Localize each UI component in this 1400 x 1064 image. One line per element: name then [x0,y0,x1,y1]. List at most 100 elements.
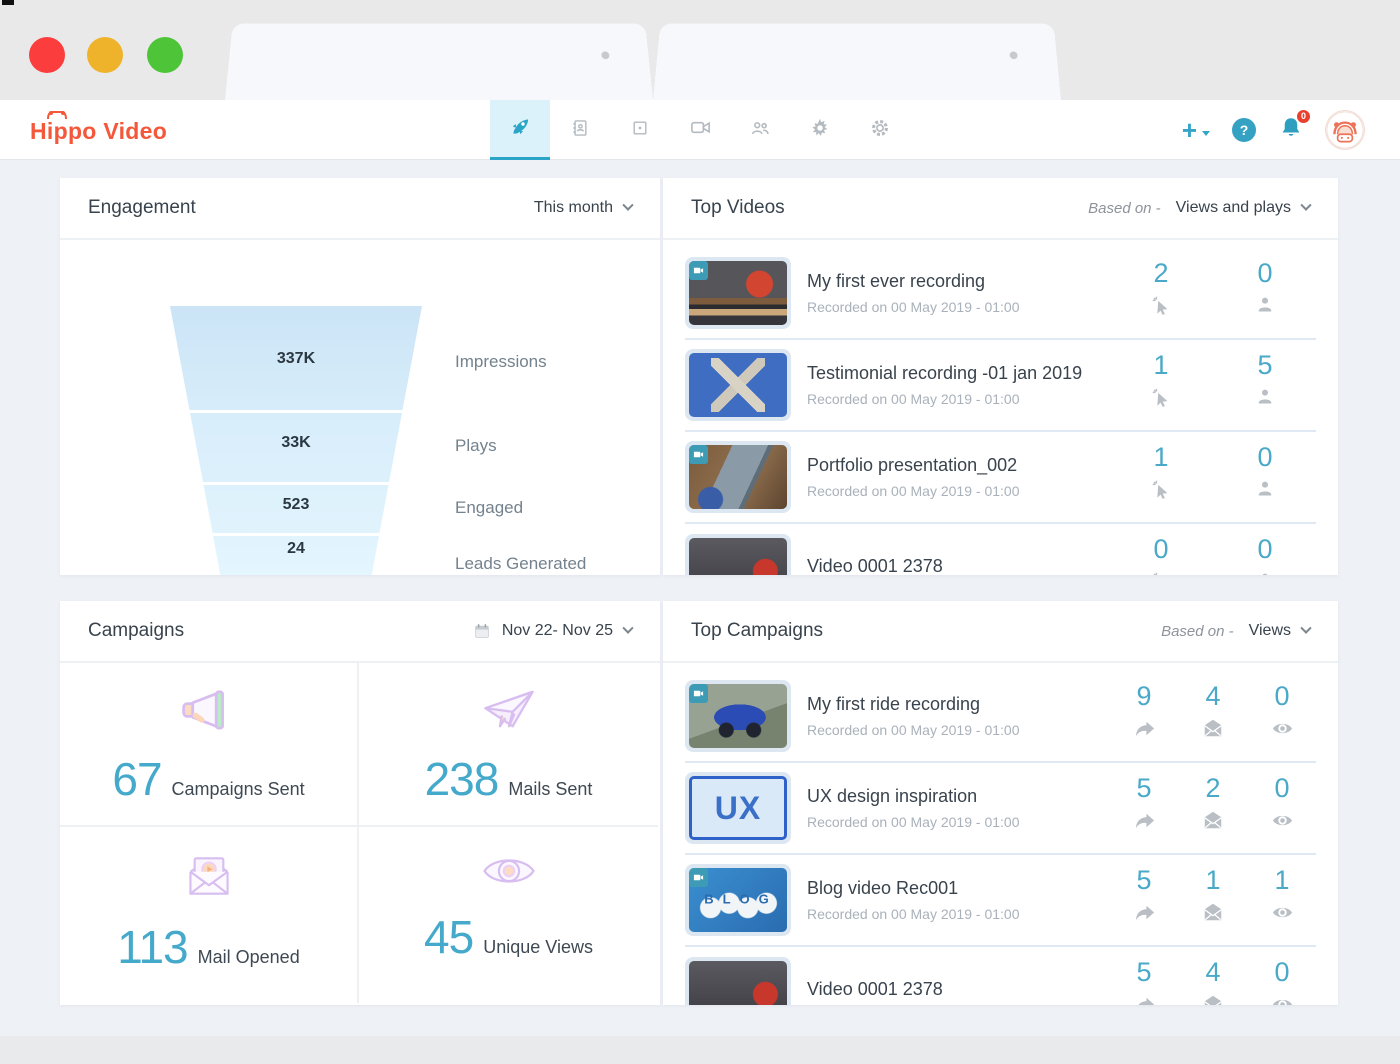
video-thumbnail[interactable] [689,445,787,509]
item-stats: 5 2 0 [1116,773,1316,831]
video-badge-icon [689,684,708,703]
video-thumbnail[interactable] [689,538,787,575]
video-meta: Recorded on 00 May 2019 - 01:00 [807,722,1020,738]
create-new-button[interactable]: + [1182,117,1210,143]
funnel-separator [170,533,422,536]
shares-icon [1116,809,1172,831]
stat-value: 113 [117,921,188,973]
window-minimize-button[interactable] [87,37,123,73]
item-text: My first ever recording Recorded on 00 Ma… [807,271,1116,315]
header-actions: + ? 0 [1182,100,1364,160]
mail-opens-icon [1185,717,1241,739]
window-zoom-button[interactable] [147,37,183,73]
list-item[interactable]: UX UX design inspiration Recorded on 00 Ma… [685,763,1316,855]
nav-contacts[interactable] [550,100,610,160]
stat-value: 2 [1205,773,1221,803]
list-item[interactable]: My first ever recording Recorded on 00 Ma… [685,248,1316,340]
dropdown-value: Views [1248,622,1291,639]
item-text: Testimonial recording -01 jan 2019 Record… [807,363,1116,407]
mail-open-icon [182,851,236,906]
user-avatar[interactable] [1326,111,1364,149]
shares-icon [1116,901,1172,923]
clicks-icon [1116,478,1206,500]
video-thumbnail[interactable] [689,961,787,1005]
stat-column: 9 [1116,681,1172,739]
plus-icon: + [1181,115,1197,145]
campaigns-daterange-dropdown[interactable]: Nov 22- Nov 25 [473,622,634,640]
stat-value: 0 [1274,957,1290,987]
stat-column: 0 [1254,681,1310,739]
list-item[interactable]: Testimonial recording -01 jan 2019 Record… [685,340,1316,432]
stat-column: 2 [1116,258,1206,316]
browser-tab[interactable] [653,23,1061,100]
nav-teams[interactable] [730,100,790,160]
hippo-video-logo[interactable]: Hippo Video [30,118,168,144]
window-close-button[interactable] [29,37,65,73]
stat-value: 2 [1153,258,1169,288]
video-thumbnail[interactable]: UX [689,776,787,840]
video-thumbnail[interactable] [689,684,787,748]
engagement-period-dropdown[interactable]: This month [533,199,634,217]
video-title: My first ride recording [807,694,981,714]
item-text: Blog video Rec001 Recorded on 00 May 2019… [807,878,1116,922]
nav-settings[interactable] [850,100,910,160]
list-item[interactable]: Portfolio presentation_002 Recorded on 00… [685,432,1316,524]
chevron-down-icon [1300,199,1312,211]
stat-value: 67 [112,753,162,805]
item-text: Video 0001 2378 [807,556,1116,575]
thumbnail-frame [685,680,791,752]
tab-close-icon[interactable] [601,51,610,60]
help-button[interactable]: ? [1232,118,1256,142]
video-title: My first ever recording [807,271,986,291]
rocket-icon [509,115,532,143]
stat-value: 4 [1205,681,1221,711]
chevron-down-icon [622,199,634,211]
stat-column: 1 [1116,350,1206,408]
nav-videos[interactable] [670,100,730,160]
video-badge-icon [689,261,708,280]
stat-value: 1 [1205,865,1221,895]
stat-value: 0 [1274,681,1290,711]
stat-value: 238 [424,753,500,805]
views-icon [1254,901,1310,923]
app-header: Hippo Video [0,100,1400,160]
stat-value: 0 [1257,534,1273,564]
clicks-icon [1116,294,1206,316]
video-meta: Recorded on 00 May 2019 - 01:00 [807,299,1020,315]
stat-column: 5 [1220,350,1310,408]
tab-close-icon[interactable] [1009,51,1018,60]
campaign-stat-card: 45 Unique Views [359,827,658,1003]
top-campaigns-basis-dropdown[interactable]: Based on - Views [1161,622,1312,640]
stat-column: 0 [1254,773,1310,831]
list-item[interactable]: Video 0001 2378 0 0 [685,524,1316,575]
video-thumbnail[interactable]: BLOG [689,868,787,932]
calendar-icon [473,622,491,640]
list-item[interactable]: Video 0001 2378 5 4 0 [685,947,1316,1005]
stat-value: 4 [1205,957,1221,987]
stat-label: Mail Opened [197,947,300,967]
hippo-ears-decoration [47,111,67,119]
item-text: Video 0001 2378 [807,979,1116,1005]
stat-column: 0 [1220,534,1310,575]
video-thumbnail[interactable] [689,353,787,417]
video-meta: Recorded on 00 May 2019 - 01:00 [807,814,1020,830]
stat-line: 238 Mails Sent [425,752,593,806]
list-item[interactable]: My first ride recording Recorded on 00 Ma… [685,671,1316,763]
notifications-button[interactable]: 0 [1278,108,1311,146]
stat-value: 0 [1257,258,1273,288]
funnel-segment-value: 337K [276,350,316,367]
browser-tab[interactable] [225,23,653,100]
dropdown-value: This month [533,199,613,216]
video-thumbnail[interactable] [689,261,787,325]
stat-value: 5 [1136,865,1152,895]
nav-dashboard[interactable] [490,100,550,160]
screen-artifact [2,0,14,5]
views-icon [1254,809,1310,831]
list-item[interactable]: BLOG Blog video Rec001 Recorded on 00 May … [685,855,1316,947]
nav-integrations[interactable] [790,100,850,160]
eye-icon [481,851,537,896]
nav-records[interactable] [610,100,670,160]
top-videos-basis-dropdown[interactable]: Based on - Views and plays [1088,199,1312,217]
